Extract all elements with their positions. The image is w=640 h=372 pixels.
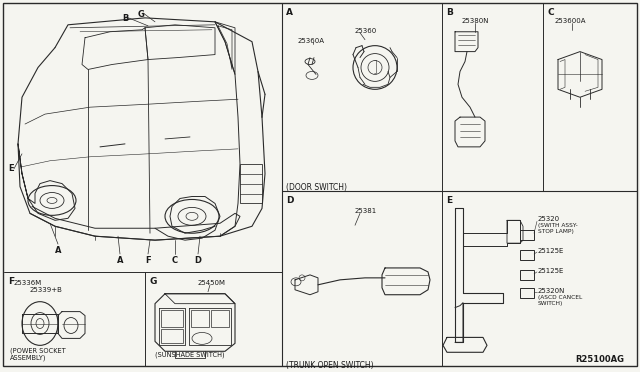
Text: SWITCH): SWITCH) xyxy=(538,301,563,306)
Text: (SUNSHADE SWITCH): (SUNSHADE SWITCH) xyxy=(155,351,225,358)
Text: (TRUNK OPEN SWITCH): (TRUNK OPEN SWITCH) xyxy=(286,361,374,370)
Text: F: F xyxy=(8,277,14,286)
Text: C: C xyxy=(172,256,178,265)
Text: STOP LAMP): STOP LAMP) xyxy=(538,229,574,234)
Text: B: B xyxy=(122,14,129,23)
Bar xyxy=(191,310,209,327)
Text: A: A xyxy=(286,8,293,17)
Text: A: A xyxy=(55,246,61,255)
Bar xyxy=(211,310,229,327)
Text: D: D xyxy=(195,256,202,265)
Text: E: E xyxy=(8,164,13,173)
Text: 253600A: 253600A xyxy=(555,18,586,24)
Text: G: G xyxy=(149,277,156,286)
Text: 25320: 25320 xyxy=(538,217,560,222)
Text: (SWITH ASSY-: (SWITH ASSY- xyxy=(538,223,578,228)
Text: (POWER SOCKET: (POWER SOCKET xyxy=(10,347,66,354)
Text: 25380N: 25380N xyxy=(462,18,490,24)
Bar xyxy=(240,164,262,203)
Text: 25339+B: 25339+B xyxy=(30,287,63,293)
Text: R25100AG: R25100AG xyxy=(575,355,624,364)
Text: E: E xyxy=(446,196,452,205)
Bar xyxy=(520,288,534,298)
Bar xyxy=(161,330,183,343)
Text: 25125E: 25125E xyxy=(538,268,564,274)
Text: G: G xyxy=(138,10,145,19)
Text: 25450M: 25450M xyxy=(198,280,226,286)
Text: A: A xyxy=(116,256,124,265)
Bar xyxy=(161,310,183,327)
Text: 25125E: 25125E xyxy=(538,248,564,254)
Text: B: B xyxy=(446,8,453,17)
Text: D: D xyxy=(286,196,294,205)
Bar xyxy=(520,230,534,240)
Text: F: F xyxy=(145,256,151,265)
Text: 25320N: 25320N xyxy=(538,288,565,294)
Text: (DOOR SWITCH): (DOOR SWITCH) xyxy=(286,183,347,192)
Bar xyxy=(520,250,534,260)
Text: 25360: 25360 xyxy=(355,28,377,34)
Bar xyxy=(520,270,534,280)
Text: C: C xyxy=(547,8,554,17)
Text: (ASCD CANCEL: (ASCD CANCEL xyxy=(538,295,582,300)
Text: ASSEMBLY): ASSEMBLY) xyxy=(10,354,47,361)
Text: 25336M: 25336M xyxy=(14,280,42,286)
Text: 25381: 25381 xyxy=(355,208,377,214)
Text: 25360A: 25360A xyxy=(298,38,325,44)
